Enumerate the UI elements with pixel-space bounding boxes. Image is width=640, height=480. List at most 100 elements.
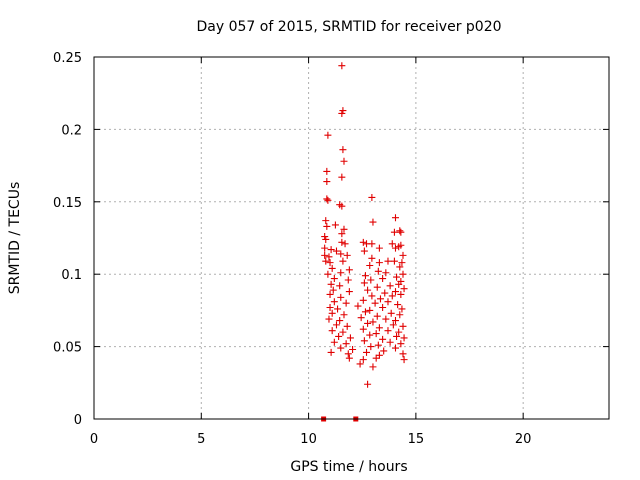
data-point <box>368 240 376 248</box>
data-point <box>359 356 367 364</box>
data-point <box>321 244 329 252</box>
data-point <box>359 296 367 304</box>
x-tick-label: 20 <box>515 432 532 447</box>
x-tick-label: 10 <box>300 432 317 447</box>
data-point <box>375 324 383 332</box>
data-point <box>398 305 406 313</box>
data-point <box>399 270 407 278</box>
data-point <box>328 264 336 272</box>
data-point <box>322 217 330 225</box>
data-point <box>371 299 379 307</box>
data-point <box>327 280 335 288</box>
data-point <box>396 263 404 271</box>
data-point <box>369 363 377 371</box>
data-point <box>367 343 375 351</box>
data-point <box>379 275 387 283</box>
data-point <box>321 233 329 241</box>
data-point <box>363 348 371 356</box>
axis-ticks <box>93 56 609 420</box>
data-point <box>394 301 402 309</box>
data-point <box>397 241 405 249</box>
data-point <box>342 299 350 307</box>
y-tick-label: 0 <box>74 413 82 428</box>
data-point <box>330 275 338 283</box>
data-point <box>395 280 403 288</box>
data-point <box>398 259 406 267</box>
data-point <box>337 293 345 301</box>
data-point <box>374 267 382 275</box>
data-point <box>330 298 338 306</box>
data-point <box>373 283 381 291</box>
data-point <box>337 344 345 352</box>
y-tick-label: 0.25 <box>53 51 82 66</box>
data-point <box>391 344 399 352</box>
data-point <box>390 257 398 265</box>
data-point <box>335 332 343 340</box>
data-point <box>368 254 376 262</box>
data-point <box>357 314 365 322</box>
data-point <box>344 350 352 358</box>
data-point <box>399 350 407 358</box>
data-point <box>338 230 346 238</box>
data-point <box>332 321 340 329</box>
data-point <box>366 331 374 339</box>
data-point <box>382 269 390 277</box>
data-point <box>344 276 352 284</box>
data-point <box>338 62 346 70</box>
data-point <box>381 289 389 297</box>
data-point <box>395 328 403 336</box>
data-point <box>326 304 334 312</box>
data-point <box>340 225 348 233</box>
data-point <box>388 292 396 300</box>
data-point <box>386 338 394 346</box>
data-point <box>339 328 347 336</box>
data-point <box>391 214 399 222</box>
data-point <box>400 356 408 364</box>
data-point <box>322 235 330 243</box>
data-point <box>338 238 346 246</box>
data-point <box>325 315 333 323</box>
data-point <box>330 338 338 346</box>
data-point <box>361 272 369 280</box>
x-tick-label: 15 <box>408 432 425 447</box>
data-point <box>332 247 340 255</box>
data-point <box>337 269 345 277</box>
data-point <box>334 305 342 313</box>
data-point <box>368 193 376 201</box>
data-point <box>328 309 336 317</box>
data-point <box>391 244 399 252</box>
data-point <box>326 290 334 298</box>
data-point <box>366 262 374 270</box>
data-point <box>323 178 331 186</box>
x-tick-label: 5 <box>197 432 205 447</box>
x-axis-tick-labels: 0 5 10 15 20 <box>90 432 532 447</box>
data-point <box>359 325 367 333</box>
data-point <box>340 311 348 319</box>
data-point <box>372 330 380 338</box>
data-point <box>336 282 344 290</box>
data-point <box>367 276 375 284</box>
data-point <box>375 259 383 267</box>
data-point <box>375 244 383 252</box>
data-point <box>338 109 346 117</box>
data-point <box>324 196 332 204</box>
data-point <box>323 222 331 230</box>
data-point <box>338 173 346 181</box>
data-point <box>338 202 346 210</box>
data-point <box>364 380 372 388</box>
data-point <box>340 157 348 165</box>
data-point <box>322 257 330 265</box>
data-point <box>390 228 398 236</box>
data-point <box>396 311 404 319</box>
data-point <box>391 317 399 325</box>
x-tick-label: 0 <box>90 432 98 447</box>
data-point <box>374 341 382 349</box>
data-point <box>384 257 392 265</box>
data-point <box>386 282 394 290</box>
data-point <box>397 290 405 298</box>
data-point <box>399 251 407 259</box>
data-point <box>379 335 387 343</box>
data-point <box>387 309 395 317</box>
y-axis-label: SRMTID / TECUs <box>7 182 23 295</box>
data-point <box>343 322 351 330</box>
